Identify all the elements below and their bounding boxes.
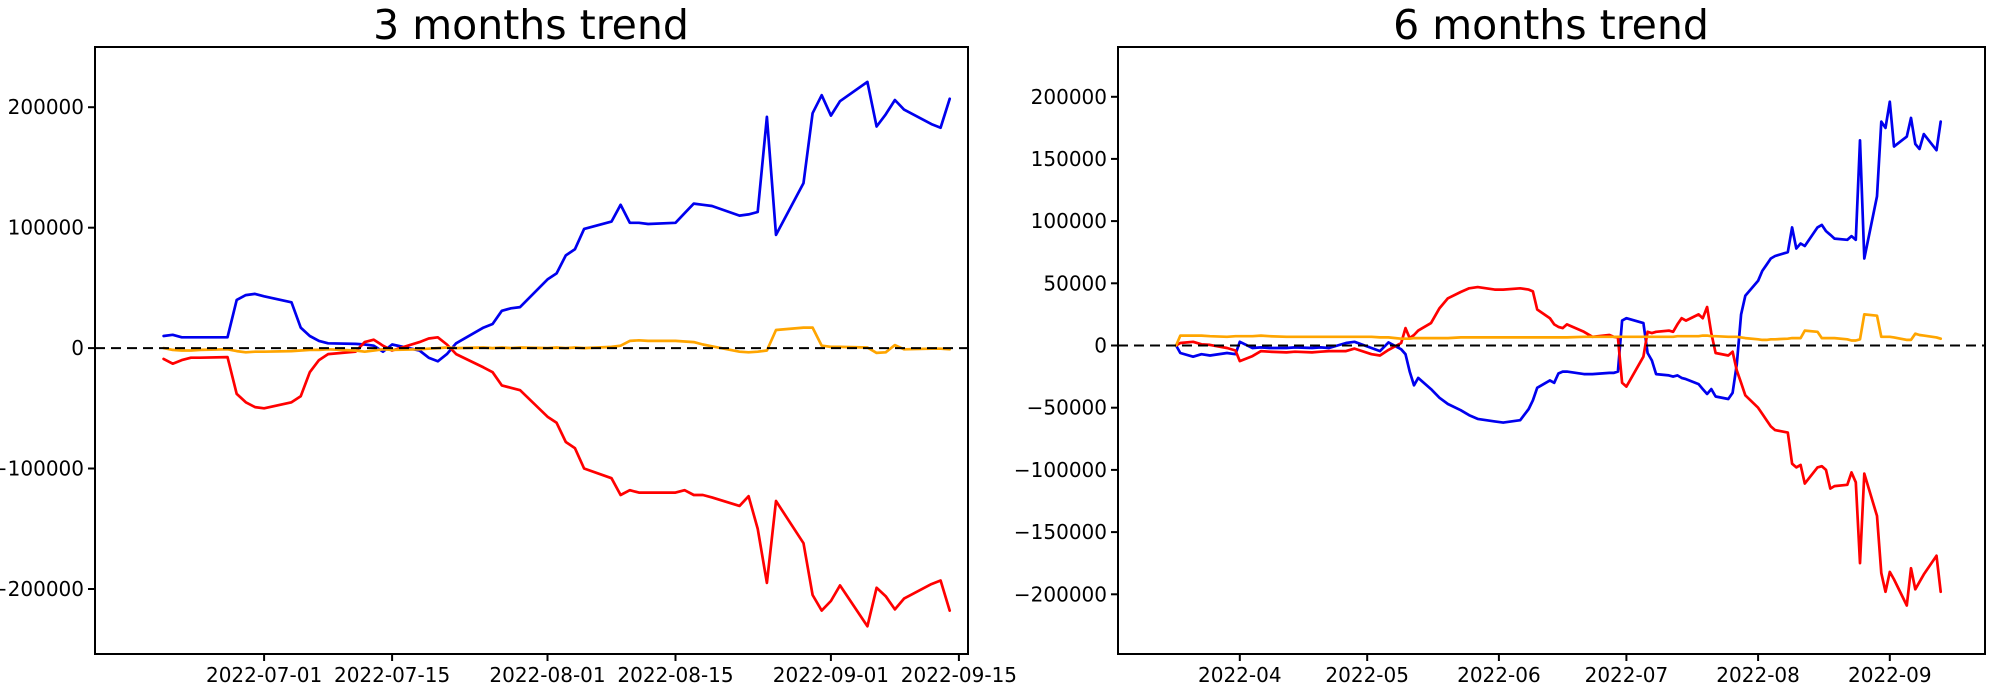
x-tick-label: 2022-06 <box>1457 663 1541 687</box>
x-tick-label: 2022-09 <box>1848 663 1932 687</box>
series-line-blue-series <box>1174 100 1943 424</box>
y-tick-label: 100000 <box>1031 209 1107 233</box>
y-tick-label: 100000 <box>8 216 84 240</box>
series-line-red-series <box>162 335 952 628</box>
y-tick-label: −100000 <box>0 457 84 481</box>
series-line-blue-series <box>162 80 952 363</box>
x-tick-label: 2022-07-01 <box>206 663 322 687</box>
y-tick-label: −200000 <box>1014 582 1107 606</box>
y-tick-label: −50000 <box>1027 396 1107 420</box>
series-line-orange-series <box>162 326 952 355</box>
chart-title-3-months: 3 months trend <box>373 1 689 49</box>
y-tick-label: −150000 <box>1014 520 1107 544</box>
plot-border <box>1117 46 1986 655</box>
y-tick-label: 200000 <box>8 95 84 119</box>
x-tick-label: 2022-08-01 <box>489 663 605 687</box>
x-tick-label: 2022-09-15 <box>901 663 1017 687</box>
chart-title-6-months: 6 months trend <box>1393 1 1709 49</box>
y-tick-label: −200000 <box>0 577 84 601</box>
x-tick-label: 2022-09-01 <box>773 663 889 687</box>
y-tick-label: 50000 <box>1043 271 1107 295</box>
series-line-orange-series <box>1174 313 1943 347</box>
series-line-red-series <box>1174 285 1943 607</box>
plot-border <box>94 46 969 655</box>
x-tick-label: 2022-05 <box>1325 663 1409 687</box>
x-tick-label: 2022-07-15 <box>334 663 450 687</box>
y-tick-label: 150000 <box>1031 147 1107 171</box>
x-tick-label: 2022-08-15 <box>617 663 733 687</box>
y-tick-label: −100000 <box>1014 458 1107 482</box>
y-tick-label: 200000 <box>1031 85 1107 109</box>
y-tick-label: 0 <box>1094 334 1107 358</box>
x-tick-label: 2022-07 <box>1585 663 1669 687</box>
y-tick-label: 0 <box>71 336 84 360</box>
x-tick-label: 2022-08 <box>1716 663 1800 687</box>
x-tick-label: 2022-04 <box>1198 663 1282 687</box>
